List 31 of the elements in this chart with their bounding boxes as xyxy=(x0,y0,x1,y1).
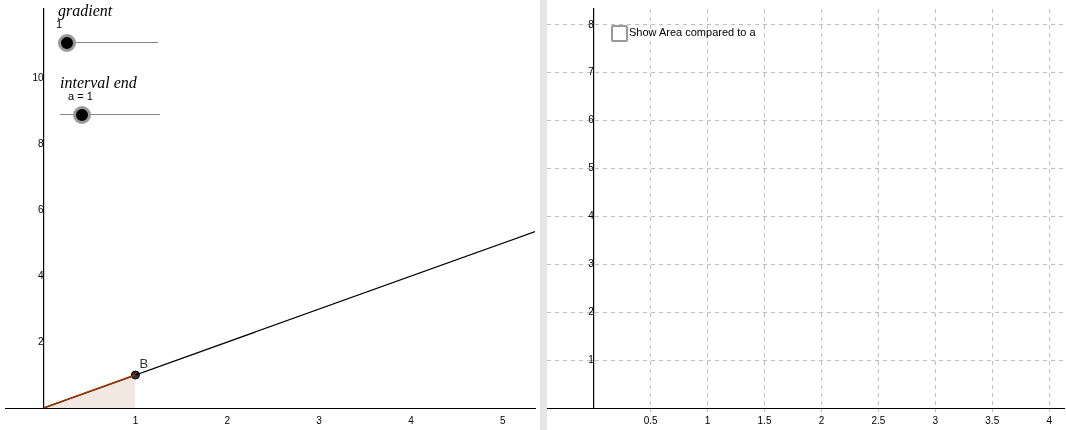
x-tick-label: 3 xyxy=(316,414,323,426)
y-tick-label: 4 xyxy=(38,269,45,281)
x-tick-label: 3.5 xyxy=(985,414,1000,426)
y-tick-label: 8 xyxy=(38,137,45,149)
x-tick-label: 4 xyxy=(1046,414,1053,426)
x-tick-label: 1 xyxy=(704,414,711,426)
annotation: gradient xyxy=(58,2,113,20)
x-tick-label: 3 xyxy=(932,414,939,426)
y-tick-label: 5 xyxy=(588,162,595,174)
y-tick-label: 2 xyxy=(38,335,45,347)
y-tick-label: 7 xyxy=(588,66,595,78)
annotation: 1 xyxy=(56,18,63,30)
annotation: a = 1 xyxy=(68,90,93,102)
y-tick-label: 1 xyxy=(588,353,595,365)
annotation: B xyxy=(139,356,149,372)
y-tick-label: 3 xyxy=(588,258,595,270)
x-tick-label: 0.5 xyxy=(643,414,659,426)
y-tick-label: 6 xyxy=(38,203,45,215)
x-tick-label: 2.5 xyxy=(871,414,886,426)
x-tick-label: 5 xyxy=(500,414,507,426)
x-tick-label: 1.5 xyxy=(757,414,772,426)
annotation: interval end xyxy=(60,74,137,92)
x-tick-label: 2 xyxy=(818,414,825,426)
x-tick-label: 2 xyxy=(224,414,231,426)
y-tick-label: 2 xyxy=(588,305,595,317)
x-tick-label: 1 xyxy=(132,414,139,426)
x-tick-label: 4 xyxy=(408,414,415,426)
y-tick-label: 6 xyxy=(588,114,595,126)
y-tick-label: 8 xyxy=(588,18,595,30)
y-tick-label: 10 xyxy=(32,72,45,83)
annotation: Show Area compared to a xyxy=(629,26,756,38)
